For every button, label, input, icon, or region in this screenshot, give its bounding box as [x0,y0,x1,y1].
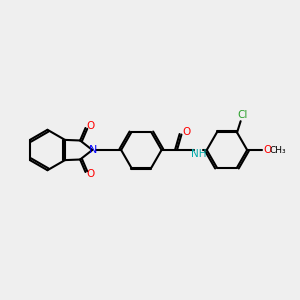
Text: N: N [88,145,97,155]
Text: O: O [182,127,191,136]
Text: Cl: Cl [237,110,247,120]
Text: O: O [263,145,271,155]
Text: O: O [86,169,94,179]
Text: CH₃: CH₃ [269,146,286,154]
Text: NH: NH [191,149,206,159]
Text: O: O [86,121,94,130]
